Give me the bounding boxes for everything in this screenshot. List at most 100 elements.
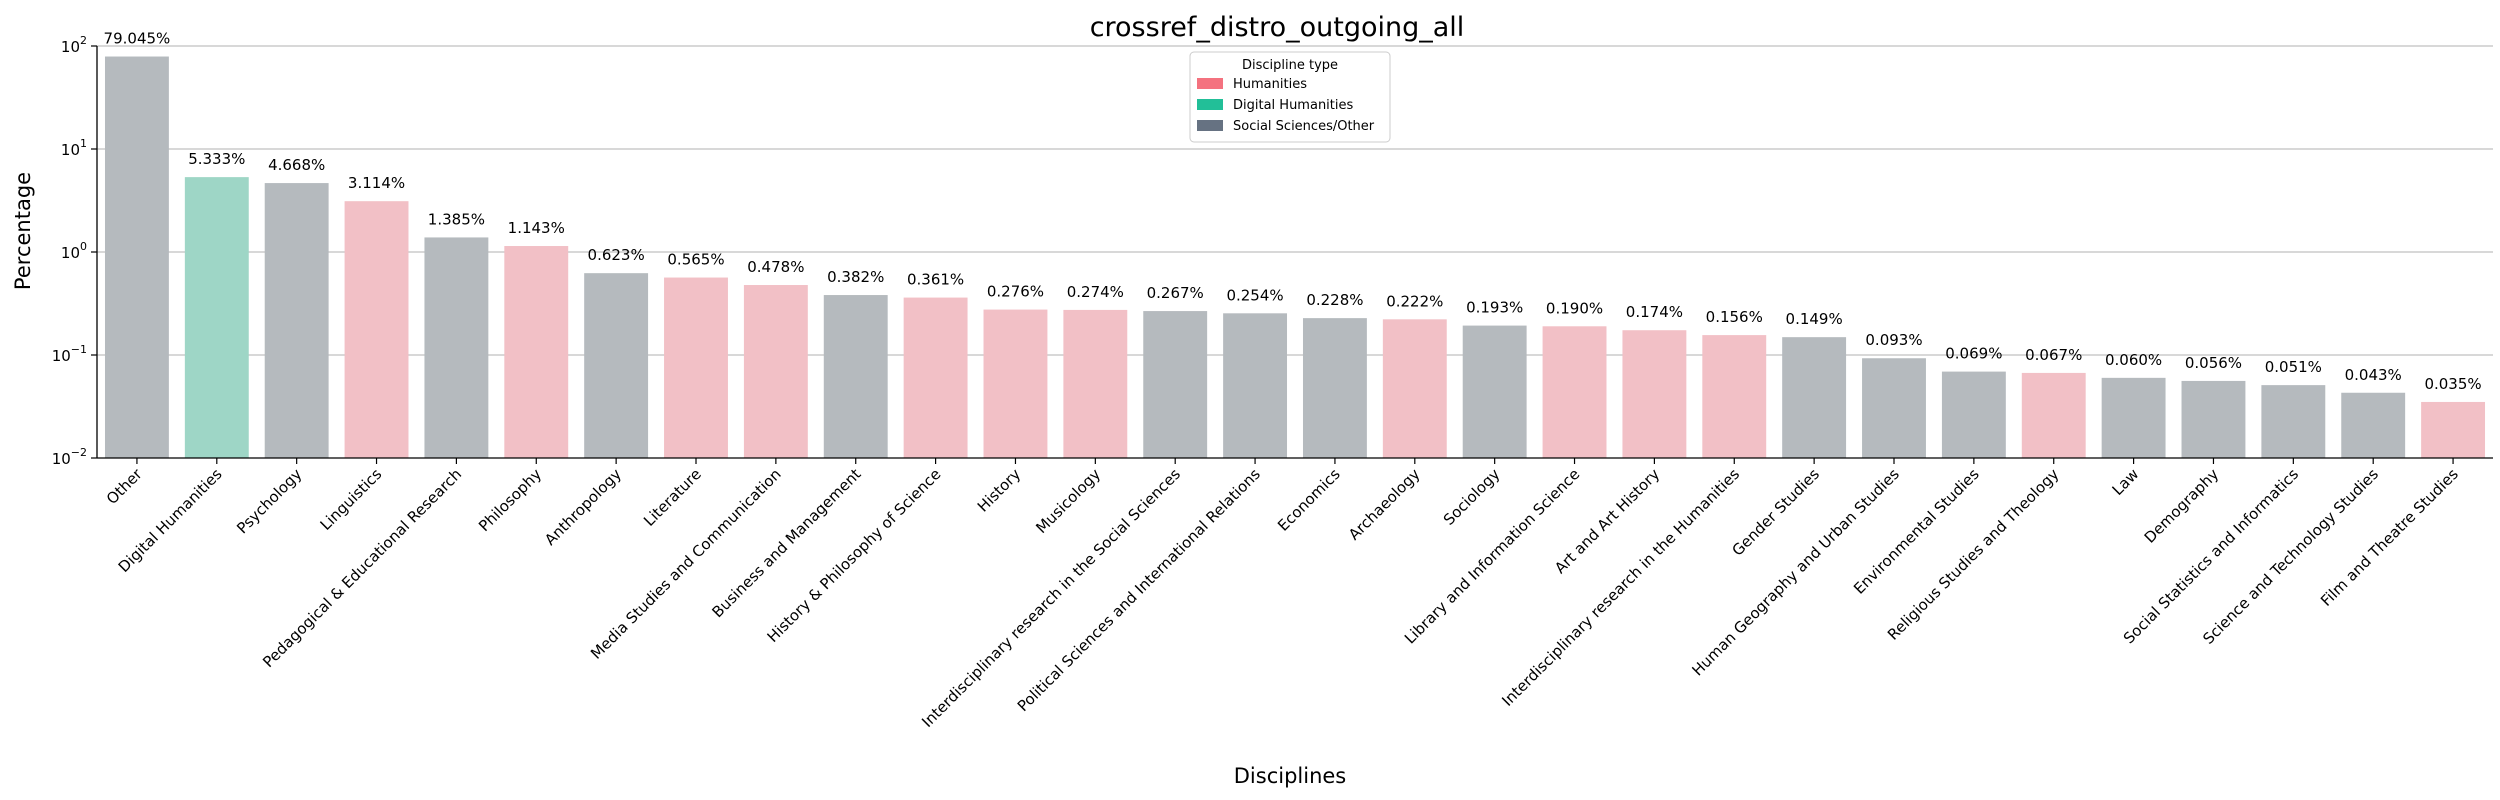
bar: [823, 295, 888, 458]
bar: [1382, 319, 1447, 458]
bar: [1462, 325, 1527, 458]
data-label: 0.382%: [827, 268, 884, 286]
x-tick-label: Anthropology: [541, 465, 625, 549]
legend-swatch: [1197, 78, 1223, 89]
data-label: 0.093%: [1865, 331, 1922, 349]
bar: [264, 183, 329, 458]
x-tick-label: Science and Technology Studies: [2199, 465, 2382, 648]
bar: [1063, 309, 1128, 458]
legend-swatch: [1197, 120, 1223, 131]
bar: [1941, 371, 2006, 458]
data-label: 0.035%: [2424, 375, 2481, 393]
x-tick-label: Archaeology: [1345, 465, 1424, 544]
x-tick-label: Religious Studies and Theology: [1884, 465, 2063, 644]
x-tick-label: Demography: [2141, 465, 2223, 547]
x-tick-label: Linguistics: [317, 465, 386, 534]
y-tick-label: 100: [61, 240, 87, 262]
bar: [2021, 372, 2086, 458]
bar: [1622, 330, 1687, 458]
y-axis-label: Percentage: [11, 172, 35, 290]
x-tick-label: Library and Information Science: [1401, 465, 1583, 647]
legend-swatch: [1197, 99, 1223, 110]
legend-label: Humanities: [1233, 77, 1307, 92]
data-label: 1.385%: [428, 210, 485, 228]
data-label: 0.193%: [1466, 299, 1523, 317]
bar: [664, 277, 728, 458]
y-tick-label: 102: [61, 34, 87, 56]
data-label: 0.222%: [1386, 292, 1443, 310]
x-axis-label: Disciplines: [1234, 764, 1347, 788]
data-label: 0.149%: [1786, 310, 1843, 328]
bar: [504, 246, 569, 458]
data-label: 3.114%: [348, 174, 405, 192]
data-label: 0.478%: [747, 258, 804, 276]
data-label: 4.668%: [268, 156, 325, 174]
data-label: 0.051%: [2265, 358, 2322, 376]
data-label: 79.045%: [104, 30, 171, 48]
legend-label: Social Sciences/Other: [1233, 119, 1375, 134]
y-axis-ticks: 10−2 10−1 100 101 102: [52, 34, 97, 468]
bar: [104, 56, 169, 459]
x-tick-label: Literature: [640, 465, 705, 530]
bar: [743, 285, 808, 458]
x-tick-label: Psychology: [233, 465, 305, 537]
x-tick-label: History & Philosophy of Science: [764, 465, 945, 646]
bar: [1862, 358, 1926, 458]
bar: [1223, 313, 1288, 458]
bar: [344, 201, 409, 459]
legend-label: Digital Humanities: [1233, 98, 1353, 113]
data-label: 0.060%: [2105, 351, 2162, 369]
x-tick-label: History: [974, 465, 1025, 516]
data-label: 0.067%: [2025, 346, 2082, 364]
data-label: 0.267%: [1147, 284, 1204, 302]
data-label: 0.254%: [1226, 286, 1283, 304]
legend-title: Discipline type: [1242, 58, 1338, 73]
data-label: 0.623%: [588, 246, 645, 264]
bar: [1782, 337, 1847, 458]
data-label: 0.276%: [987, 283, 1044, 301]
data-label: 1.143%: [508, 219, 565, 237]
data-label: 0.274%: [1067, 283, 1124, 301]
bar: [2421, 401, 2486, 458]
data-label: 0.361%: [907, 271, 964, 289]
y-tick-label: 10−2: [52, 446, 87, 468]
x-tick-label: Musicology: [1032, 465, 1104, 537]
y-tick-label: 101: [61, 137, 87, 159]
bar: [1143, 311, 1208, 458]
y-tick-label: 10−1: [52, 343, 87, 365]
bar: [1302, 318, 1367, 458]
x-tick-label: Social Statistics and Informatics: [2120, 465, 2302, 647]
legend-items: Humanities Digital Humanities Social Scien…: [1197, 77, 1375, 134]
x-tick-label: Law: [2109, 465, 2143, 499]
chart-title: crossref_distro_outgoing_all: [1090, 12, 1465, 43]
data-label: 0.056%: [2185, 354, 2242, 372]
bar: [2101, 377, 2166, 458]
legend: Discipline type Humanities Digital Humani…: [1189, 51, 1391, 143]
bar: [184, 177, 249, 458]
x-tick-label: Other: [103, 465, 146, 508]
data-label: 0.043%: [2345, 366, 2402, 384]
x-tick-label: Economics: [1274, 465, 1344, 535]
x-tick-label: Film and Theatre Studies: [2317, 465, 2462, 610]
data-label: 0.565%: [667, 251, 724, 269]
legend-frame: [1189, 51, 1391, 143]
bar: [983, 309, 1048, 458]
bar: [1542, 326, 1607, 458]
data-label: 5.333%: [188, 150, 245, 168]
x-tick-label: Philosophy: [475, 465, 545, 535]
data-label: 0.156%: [1706, 308, 1763, 326]
data-label: 0.190%: [1546, 299, 1603, 317]
bars: [104, 56, 2486, 459]
data-labels: 79.045% 5.333% 4.668% 3.114% 1.385% 1.143% 0.6…: [104, 30, 2482, 393]
bar: [1702, 335, 1767, 458]
bar: [903, 297, 968, 458]
data-label: 0.174%: [1626, 303, 1683, 321]
bar: [2341, 392, 2406, 458]
bar: [2181, 380, 2246, 458]
bar: [424, 237, 489, 458]
bar: [584, 273, 649, 458]
data-label: 0.069%: [1945, 345, 2002, 363]
x-tick-label: Sociology: [1440, 465, 1504, 529]
